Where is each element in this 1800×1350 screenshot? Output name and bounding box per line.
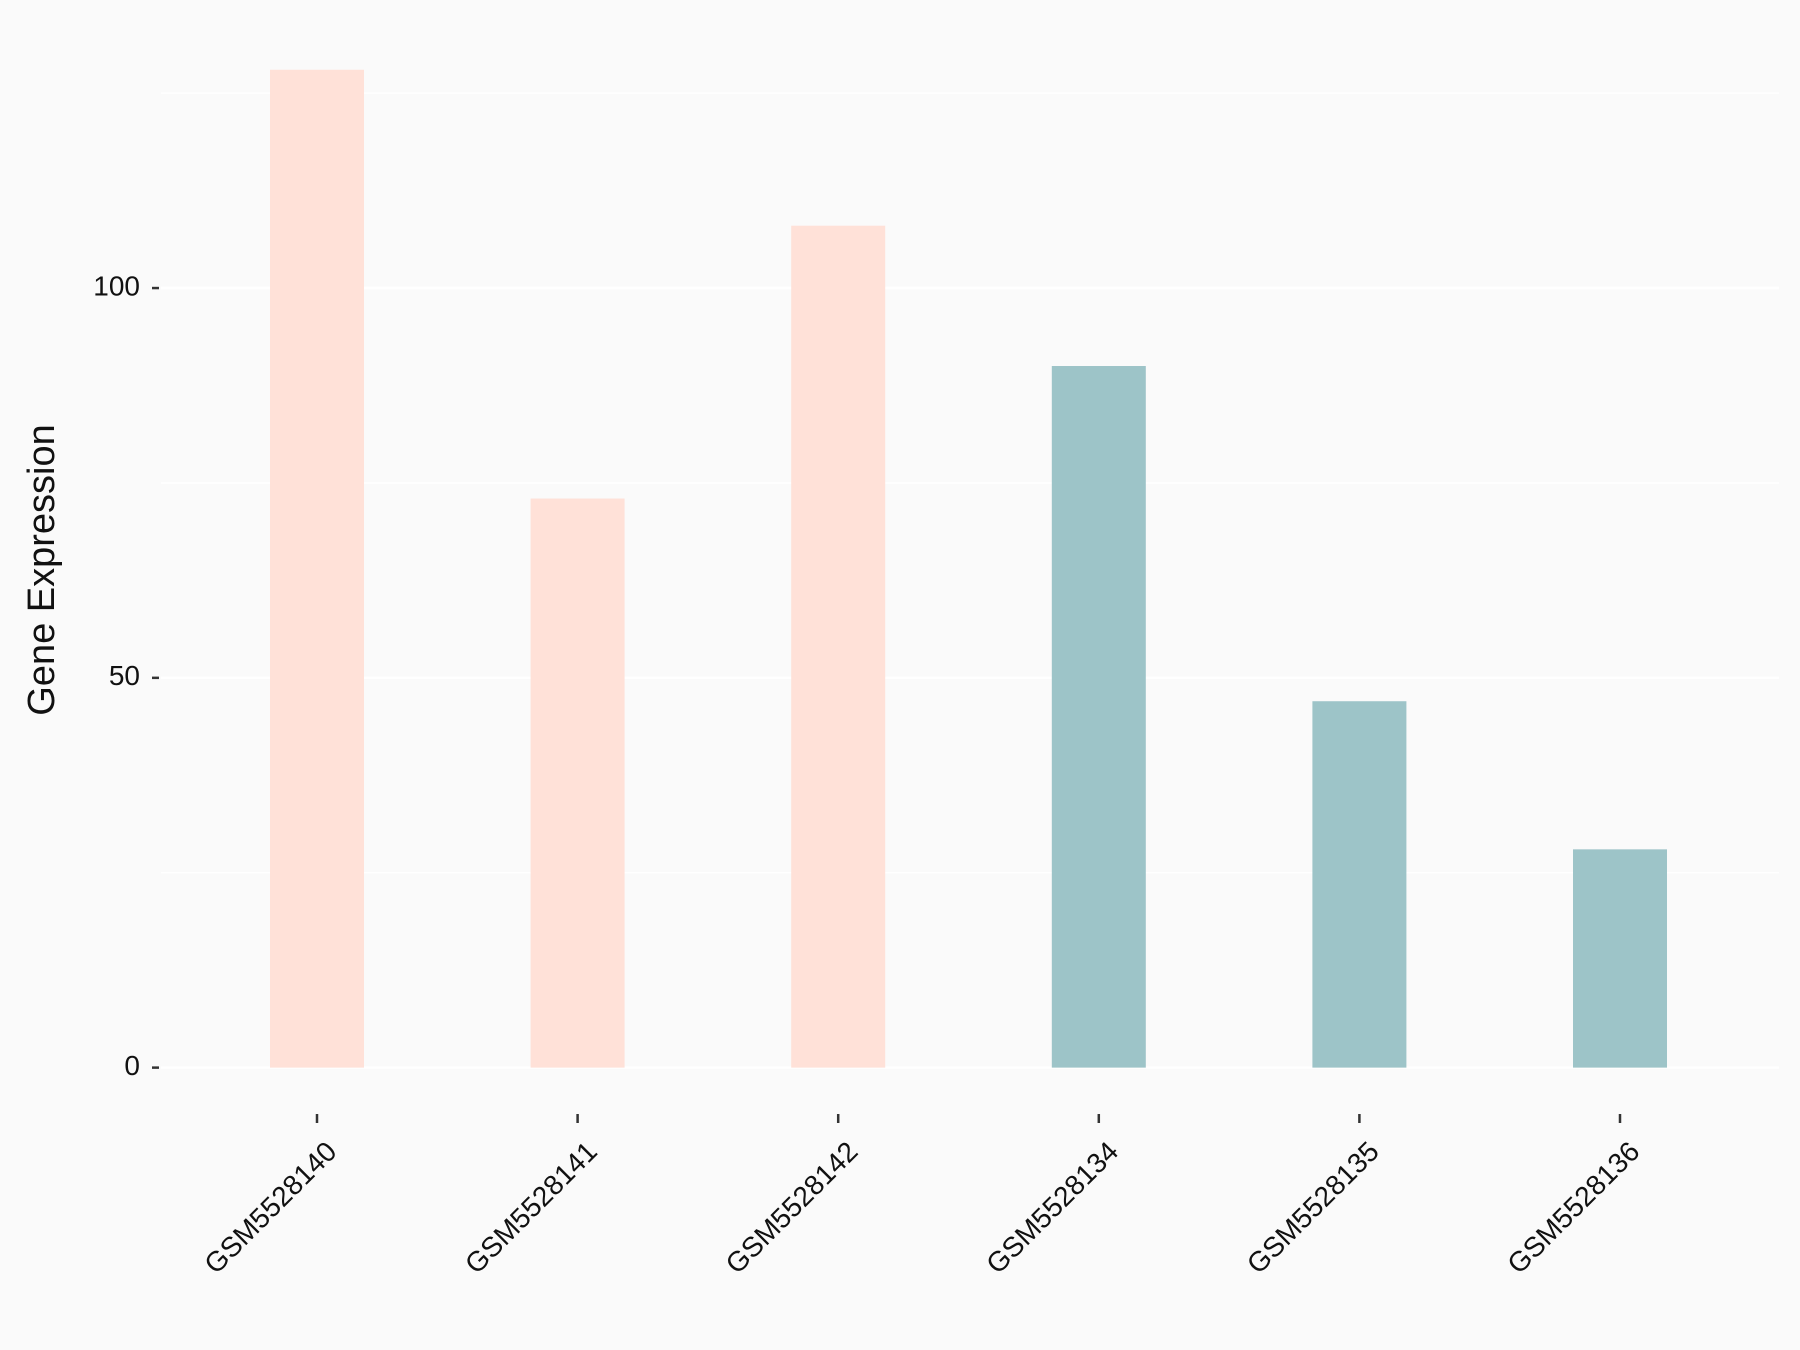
bar — [270, 69, 364, 1068]
bar — [1312, 701, 1407, 1068]
y-tick-label: 100 — [93, 270, 140, 301]
y-tick-label: 50 — [109, 660, 140, 691]
bar — [1051, 366, 1146, 1068]
bar — [791, 225, 886, 1068]
y-tick-label: 0 — [124, 1050, 140, 1081]
bar — [530, 498, 625, 1068]
bar — [1573, 849, 1667, 1068]
y-axis-title: Gene Expression — [21, 424, 63, 716]
